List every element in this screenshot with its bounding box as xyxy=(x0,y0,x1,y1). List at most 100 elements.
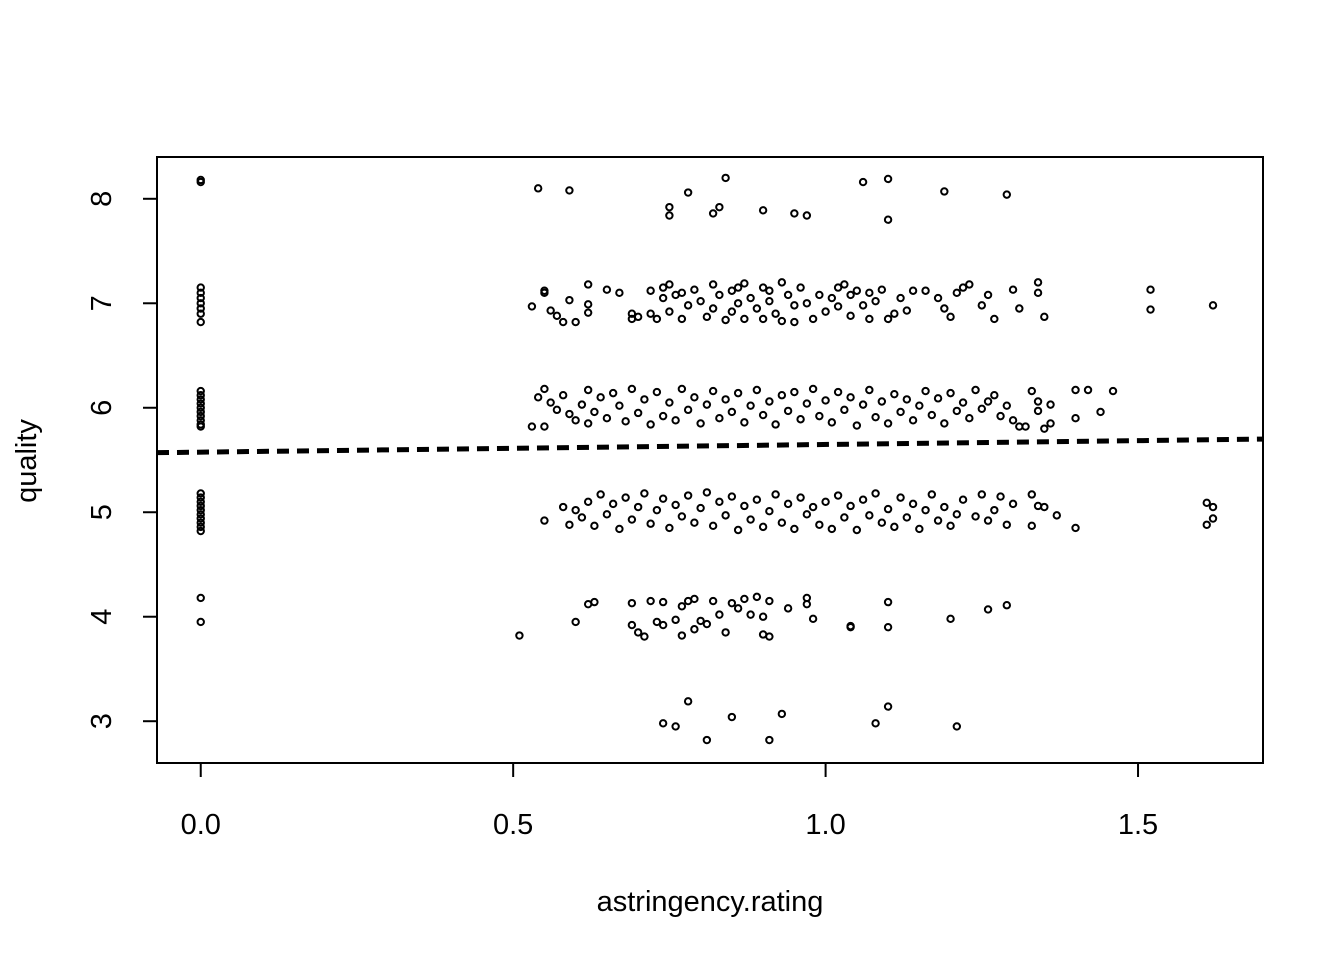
data-point xyxy=(771,420,780,429)
data-point xyxy=(927,410,937,420)
data-point xyxy=(627,620,637,630)
data-point xyxy=(1208,502,1218,512)
points-layer xyxy=(196,173,1218,745)
data-point xyxy=(665,523,674,533)
data-point xyxy=(846,290,855,300)
data-point xyxy=(902,306,912,315)
data-point xyxy=(908,416,918,425)
data-point xyxy=(740,418,749,427)
data-point xyxy=(952,288,962,298)
data-point xyxy=(196,399,205,408)
data-point xyxy=(677,314,687,324)
data-point xyxy=(758,206,768,215)
x-axis-title: astringency.rating xyxy=(597,886,824,918)
data-point xyxy=(902,513,912,522)
data-point xyxy=(833,387,843,397)
data-point xyxy=(846,622,855,632)
data-point xyxy=(765,397,774,406)
data-point xyxy=(196,422,205,431)
data-point xyxy=(696,419,705,428)
data-point xyxy=(1146,285,1155,294)
data-point xyxy=(583,497,593,506)
data-point xyxy=(721,395,730,404)
data-point xyxy=(196,493,205,502)
data-point xyxy=(783,406,793,416)
data-point xyxy=(652,387,662,397)
data-point xyxy=(765,286,774,295)
data-point xyxy=(658,620,668,630)
data-point xyxy=(665,211,674,220)
data-point xyxy=(971,385,980,395)
data-point xyxy=(790,209,799,218)
data-point xyxy=(196,526,205,536)
data-point xyxy=(677,631,687,640)
data-point xyxy=(765,596,774,606)
data-point xyxy=(865,288,874,298)
y-tick-label: 6 xyxy=(86,400,118,416)
data-point xyxy=(746,610,755,619)
data-point xyxy=(677,384,687,394)
data-point xyxy=(708,521,718,531)
data-point xyxy=(996,492,1005,501)
data-point xyxy=(802,510,812,519)
data-point xyxy=(1040,502,1049,512)
data-point xyxy=(515,631,524,640)
data-point xyxy=(852,421,862,430)
data-point xyxy=(608,499,618,509)
data-point xyxy=(840,405,849,415)
y-tick-label: 5 xyxy=(86,504,118,520)
data-point xyxy=(952,406,962,416)
data-point xyxy=(940,187,949,196)
data-point xyxy=(671,500,680,510)
data-point xyxy=(196,293,205,303)
data-point xyxy=(765,735,774,745)
data-point xyxy=(877,518,887,527)
data-point xyxy=(908,286,918,295)
data-point xyxy=(633,408,643,418)
data-point xyxy=(733,388,743,398)
data-point xyxy=(608,388,618,398)
data-point xyxy=(1008,416,1018,425)
data-point xyxy=(615,524,624,534)
data-point xyxy=(671,615,680,625)
data-point xyxy=(540,516,549,525)
data-point xyxy=(971,512,980,521)
data-point xyxy=(946,521,955,531)
data-point xyxy=(652,314,662,324)
y-tick-label: 7 xyxy=(86,295,118,311)
data-point xyxy=(833,302,843,311)
data-point xyxy=(790,301,799,310)
data-point xyxy=(583,280,593,289)
data-point xyxy=(196,489,205,498)
data-point xyxy=(1021,422,1030,431)
data-point xyxy=(958,495,968,504)
data-point xyxy=(708,304,718,313)
data-point xyxy=(721,628,730,637)
data-point xyxy=(621,493,630,502)
data-point xyxy=(1071,414,1080,423)
data-point xyxy=(977,404,987,414)
data-point xyxy=(596,490,605,499)
data-point xyxy=(690,393,699,402)
data-point xyxy=(777,278,787,287)
data-point xyxy=(683,301,693,310)
data-point xyxy=(627,515,637,524)
data-point xyxy=(196,510,205,519)
data-point xyxy=(896,293,905,303)
data-point xyxy=(765,632,774,641)
data-point xyxy=(940,304,949,313)
data-point xyxy=(802,399,812,408)
data-point xyxy=(602,414,612,423)
data-point xyxy=(540,384,549,394)
data-point xyxy=(777,709,787,719)
data-point xyxy=(671,416,680,425)
data-point xyxy=(821,396,830,405)
data-point xyxy=(996,411,1005,421)
data-point xyxy=(808,314,818,324)
data-point xyxy=(702,488,712,497)
data-point xyxy=(665,307,674,316)
data-point xyxy=(677,602,687,611)
data-point xyxy=(871,489,880,498)
data-point xyxy=(865,314,874,324)
